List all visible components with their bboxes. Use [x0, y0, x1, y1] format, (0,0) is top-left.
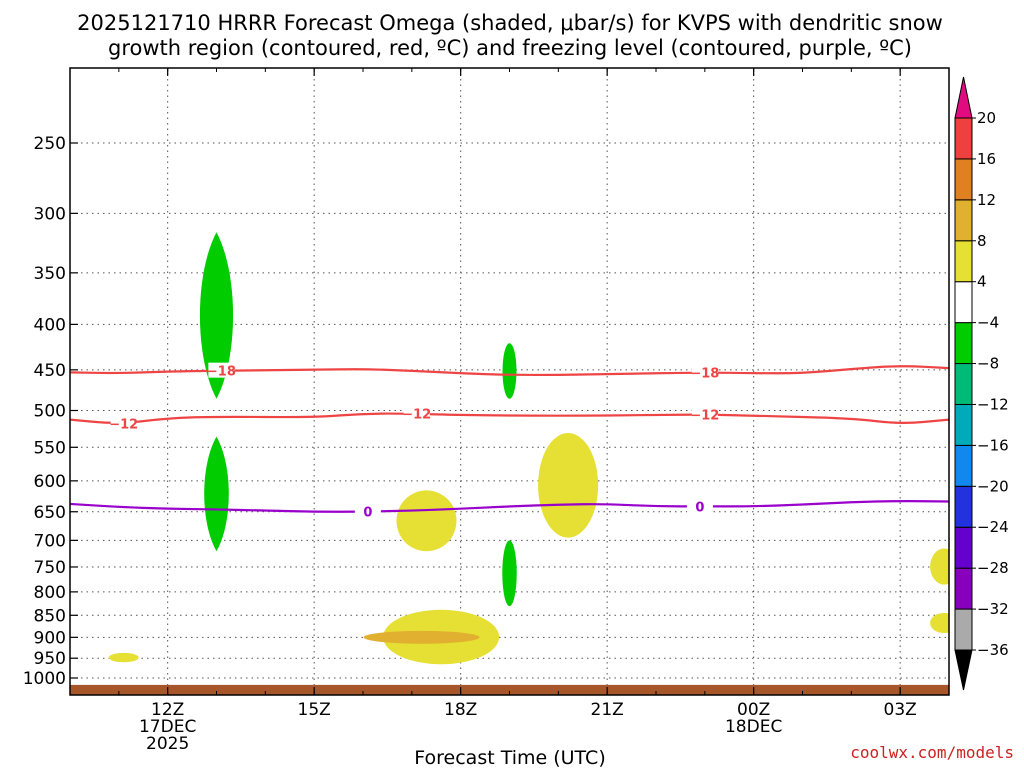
x-tick-label-27-0: 03Z [884, 700, 917, 720]
omega-feature-9 [930, 548, 949, 585]
colorbar-segment-3 [954, 485, 973, 528]
credit-link[interactable]: coolwx.com/models [850, 743, 1014, 762]
colorbar-label-7: −12 [977, 395, 1009, 413]
x-tick-label-15-0: 15Z [298, 700, 331, 720]
colorbar-segment-4 [954, 444, 973, 487]
colorbar-label-11: −28 [977, 559, 1009, 577]
y-tick-label-750: 750 [34, 558, 66, 578]
x-tick-label-21-0: 21Z [591, 700, 624, 720]
chart-title-line2: growth region (contoured, red, ºC) and f… [108, 36, 912, 60]
ground-bar [70, 684, 949, 695]
x-axis-label: Forecast Time (UTC) [414, 747, 605, 768]
contour-label-bg-1-2 [691, 406, 718, 422]
y-tick-label-350: 350 [34, 264, 66, 284]
grid-lines [70, 68, 949, 695]
omega-shading [108, 232, 949, 665]
omega-feature-2 [502, 343, 517, 399]
y-tick-label-1000: 1000 [23, 669, 66, 689]
contour-label-bg-2-1 [686, 498, 713, 514]
colorbar-label-13: −36 [977, 641, 1009, 659]
y-tick-label-850: 850 [34, 606, 66, 626]
omega-feature-8 [108, 652, 139, 663]
colorbar-segment-0 [954, 608, 973, 651]
omega-feature-10 [930, 613, 949, 633]
x-tick-label-12-2: 2025 [146, 734, 189, 754]
contour-label-1-0: −12 [109, 418, 138, 433]
contour-label-1-2: −12 [690, 408, 719, 423]
y-tick-label-450: 450 [34, 361, 66, 381]
x-tick-label-24-1: 18DEC [725, 717, 782, 737]
colorbar-label-4: 4 [977, 273, 987, 291]
omega-feature-4 [396, 490, 457, 552]
contour-line-2 [70, 500, 949, 513]
colorbar-segment-1 [954, 567, 973, 610]
contour-line-1 [70, 412, 949, 424]
colorbar-label-6: −8 [977, 355, 999, 373]
contour-label-bg-0-1 [691, 364, 718, 380]
contour-label-0-1: −18 [690, 366, 719, 381]
contour-label-1-1: −12 [402, 408, 431, 423]
y-tick-label-950: 950 [34, 649, 66, 669]
colorbar-label-2: 12 [977, 191, 996, 209]
colorbar-segment-2 [954, 526, 973, 569]
contour-label-0-0: −18 [207, 365, 236, 380]
colorbar: 20 16 12 8 4 −4 −8 −12 −16 −20 −24 −28 −32 −36 [954, 76, 1009, 691]
x-tick-label-18-0: 18Z [444, 700, 477, 720]
chart-title-line1: 2025121710 HRRR Forecast Omega (shaded, … [77, 11, 943, 35]
colorbar-segment-8 [954, 281, 973, 324]
colorbar-label-1: 16 [977, 150, 996, 168]
contour-label-2-1: 0 [695, 500, 704, 515]
y-tick-label-650: 650 [34, 503, 66, 523]
omega-feature-3 [502, 540, 517, 607]
colorbar-top-arrow [954, 76, 973, 119]
x-tick-label-24-0: 00Z [737, 700, 770, 720]
y-tick-label-550: 550 [34, 438, 66, 458]
colorbar-bottom-arrow [954, 649, 973, 691]
colorbar-label-10: −24 [977, 518, 1009, 536]
colorbar-segment-5 [954, 403, 973, 446]
y-tick-label-300: 300 [34, 204, 66, 224]
x-tick-label-12-0: 12Z [151, 700, 184, 720]
omega-feature-0 [199, 232, 234, 399]
colorbar-segment-11 [954, 158, 973, 201]
contour-label-bg-1-0 [110, 415, 137, 431]
colorbar-segment-6 [954, 363, 973, 405]
y-tick-label-900: 900 [34, 628, 66, 648]
colorbar-label-9: −20 [977, 477, 1009, 495]
contour-label-bg-2-0 [354, 503, 381, 519]
contour-label-bg-0-0 [208, 362, 235, 378]
y-axis: 2503003504004505005506006507007508008509… [23, 134, 78, 689]
contour-label-2-0: 0 [363, 506, 372, 521]
x-tick-label-12-1: 17DEC [139, 717, 196, 737]
contour-line-0 [70, 365, 949, 377]
colorbar-label-5: −4 [977, 314, 999, 332]
omega-feature-7 [363, 630, 480, 644]
y-tick-label-250: 250 [34, 134, 66, 154]
y-tick-label-600: 600 [34, 472, 66, 492]
y-tick-label-800: 800 [34, 583, 66, 603]
colorbar-label-12: −32 [977, 600, 1009, 618]
omega-feature-1 [204, 436, 229, 552]
colorbar-label-3: 8 [977, 232, 987, 250]
contour-label-bg-1-1 [403, 405, 430, 421]
colorbar-segment-9 [954, 240, 973, 283]
y-tick-label-700: 700 [34, 531, 66, 551]
y-tick-label-500: 500 [34, 402, 66, 422]
colorbar-segment-12 [954, 117, 973, 160]
omega-feature-5 [538, 432, 599, 538]
y-tick-label-400: 400 [34, 315, 66, 335]
colorbar-segment-10 [954, 199, 973, 242]
temperature-contours: −18 −18 −12 −12 −12 0 0 [70, 362, 949, 521]
colorbar-segment-7 [954, 322, 973, 365]
colorbar-label-0: 20 [977, 109, 996, 127]
colorbar-label-8: −16 [977, 436, 1009, 454]
